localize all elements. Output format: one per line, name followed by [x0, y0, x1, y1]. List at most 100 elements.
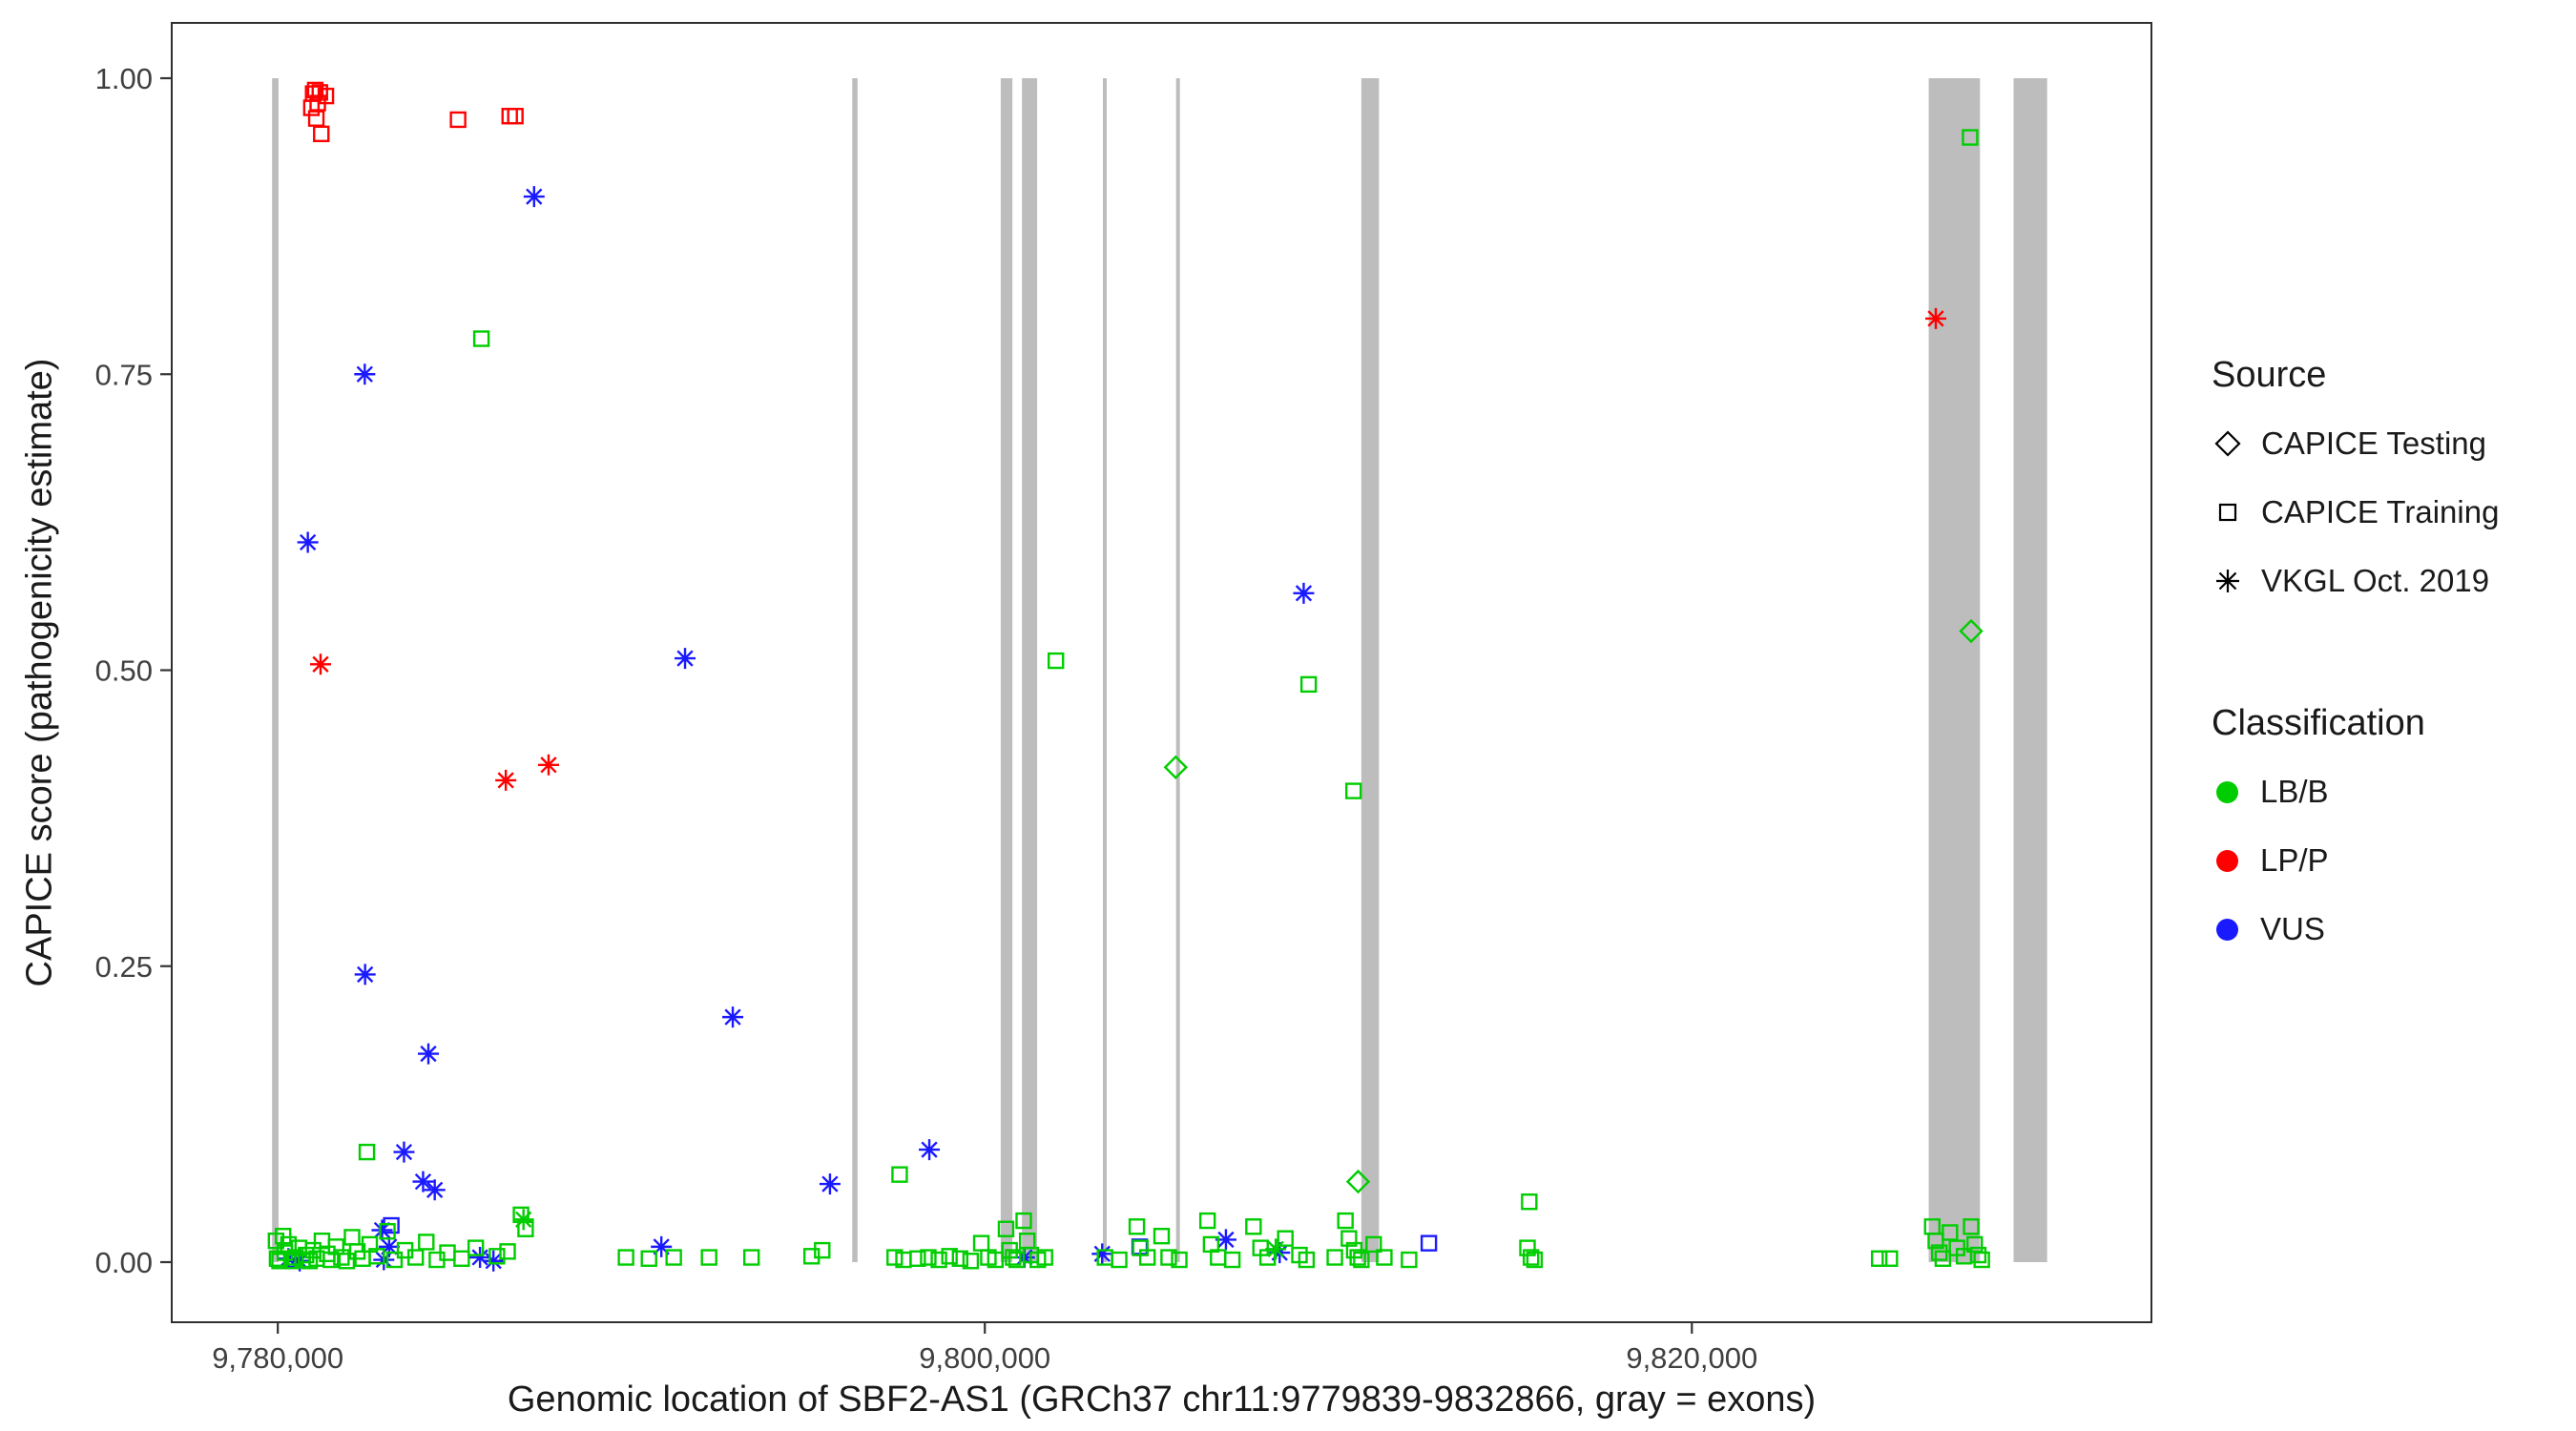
- diamond-icon: [2214, 430, 2241, 457]
- data-point: [379, 1223, 396, 1240]
- data-point: [675, 648, 696, 670]
- data-point: [962, 1253, 980, 1270]
- legend-item-vkgl: VKGL Oct. 2019: [2212, 547, 2499, 615]
- data-point: [1198, 1212, 1216, 1230]
- exon-bars: [272, 78, 2047, 1262]
- data-point: [651, 1235, 673, 1257]
- data-point: [1138, 1249, 1156, 1266]
- data-point: [512, 1209, 534, 1231]
- data-point: [1337, 1212, 1354, 1230]
- data-point: [941, 1248, 958, 1265]
- data-point: [354, 363, 376, 385]
- data-point: [1160, 1249, 1177, 1266]
- data-point: [1934, 1250, 1952, 1267]
- data-point: [930, 1251, 947, 1269]
- x-axis-title: Genomic location of SBF2-AS1 (GRCh37 chr…: [507, 1379, 1817, 1420]
- legend-classification-title: Classification: [2212, 703, 2425, 743]
- data-point: [333, 1249, 350, 1266]
- legend-item-vus: VUS: [2212, 895, 2499, 964]
- data-point: [909, 1250, 926, 1267]
- data-point: [1526, 1251, 1544, 1269]
- data-point: [371, 1219, 393, 1241]
- data-point: [1215, 1229, 1236, 1251]
- data-point: [523, 186, 545, 208]
- legend-item-lbb: LB/B: [2212, 757, 2499, 826]
- data-point: [1881, 1250, 1899, 1267]
- data-point: [1959, 618, 1984, 644]
- data-point: [1340, 1230, 1358, 1247]
- data-point: [483, 1250, 505, 1272]
- data-point: [393, 1141, 415, 1163]
- data-point: [700, 1249, 717, 1266]
- data-point: [819, 1173, 841, 1195]
- data-point: [1365, 1235, 1382, 1254]
- legend-item-label: VKGL Oct. 2019: [2261, 563, 2490, 598]
- data-point: [1401, 1251, 1418, 1269]
- data-point: [665, 1249, 682, 1266]
- exon-bar: [1361, 78, 1380, 1262]
- data-point: [1111, 1251, 1128, 1269]
- exon-bar: [1175, 78, 1180, 1262]
- x-tick-label: 9,800,000: [919, 1341, 1050, 1375]
- data-point: [368, 1248, 385, 1265]
- data-point: [488, 1248, 506, 1265]
- data-point: [1015, 1212, 1032, 1230]
- data-point: [306, 81, 324, 99]
- data-point: [742, 1249, 760, 1266]
- data-point: [338, 1253, 356, 1270]
- exon-bar: [1000, 78, 1013, 1262]
- data-point: [1376, 1249, 1393, 1266]
- exon-bar: [852, 78, 858, 1262]
- data-point: [919, 1139, 941, 1161]
- legend-item-label: CAPICE Training: [2261, 494, 2500, 529]
- data-point: [1963, 1218, 1980, 1235]
- data-point: [449, 111, 467, 129]
- data-point: [385, 1251, 404, 1269]
- data-point: [1326, 1249, 1343, 1266]
- blue-dot-icon: [2216, 918, 2238, 941]
- legend: Source CAPICE Testing CAPICE Training VK…: [2212, 355, 2499, 964]
- data-point: [1153, 1227, 1171, 1245]
- data-point: [1962, 129, 1979, 146]
- data-point: [1353, 1251, 1370, 1269]
- data-point: [617, 1249, 634, 1266]
- data-point: [467, 1239, 485, 1256]
- data-point: [501, 108, 518, 125]
- data-point: [418, 1234, 435, 1251]
- data-point: [1171, 1251, 1188, 1269]
- plot-panel-border: [171, 22, 2152, 1323]
- legend-item-label: LP/P: [2260, 842, 2329, 878]
- legend-source-title: Source: [2212, 355, 2327, 395]
- data-point: [472, 330, 490, 347]
- data-point: [495, 769, 517, 791]
- data-point: [354, 964, 376, 985]
- y-axis: 0.00 0.25 0.50 0.75 1.00: [95, 62, 172, 1279]
- data-point: [313, 125, 330, 143]
- data-point: [507, 108, 524, 125]
- data-point: [412, 1171, 434, 1192]
- y-tick-label: 0.75: [95, 358, 153, 391]
- exon-bar: [1022, 78, 1038, 1262]
- y-tick-label: 1.00: [95, 62, 153, 95]
- data-point: [1091, 1243, 1113, 1265]
- data-point: [1973, 1251, 1990, 1269]
- data-point: [1299, 675, 1318, 694]
- y-tick-label: 0.50: [95, 654, 153, 688]
- data-point: [499, 1243, 516, 1260]
- data-point: [1349, 1249, 1366, 1266]
- data-point: [322, 1251, 340, 1269]
- exon-bar: [1928, 78, 1981, 1262]
- data-point: [517, 1220, 534, 1237]
- data-point: [1521, 1193, 1538, 1211]
- data-point: [1128, 1218, 1146, 1235]
- red-dot-icon: [2216, 849, 2238, 872]
- data-point: [987, 1251, 1005, 1269]
- data-point: [383, 1216, 400, 1234]
- data-point: [1924, 307, 1946, 329]
- data-point: [343, 1229, 361, 1246]
- data-point: [1163, 755, 1189, 779]
- data-point: [1523, 1249, 1540, 1266]
- data-point: [358, 1143, 376, 1161]
